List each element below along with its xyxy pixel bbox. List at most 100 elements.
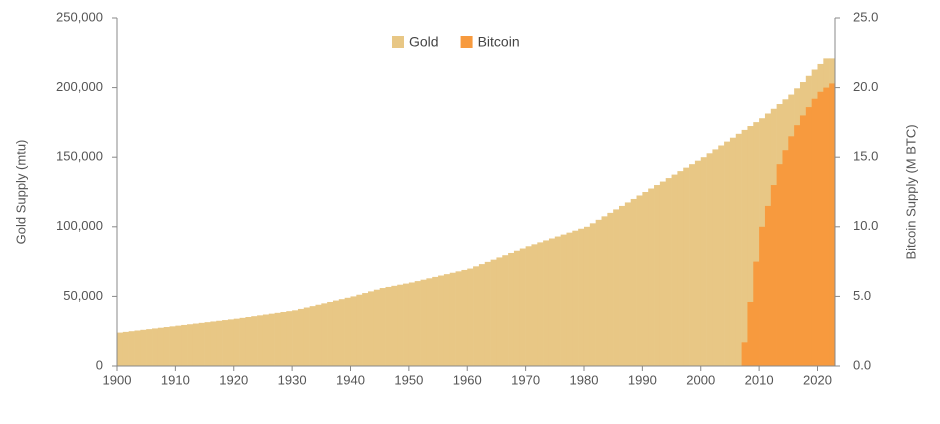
x-tick-label: 2000 [686,372,715,387]
bar [630,198,637,366]
bar [350,296,357,366]
bar [216,320,223,366]
bar [227,319,235,366]
x-tick-label: 1980 [570,372,599,387]
bar [438,275,445,366]
bar [677,171,684,366]
x-tick-label: 1900 [103,372,132,387]
x-tick-label: 1970 [511,372,540,387]
bar [729,137,737,366]
bar [747,126,754,367]
bar [484,261,491,366]
bar [385,286,392,366]
y-axis-label: Gold Supply (mtu) [13,140,28,245]
bar [811,98,818,367]
bar [496,257,503,366]
bar [589,223,596,366]
bar [286,311,293,366]
bar [759,226,766,366]
x-tick-label: 1930 [278,372,307,387]
bar [169,326,176,366]
bar [513,250,521,366]
bar [572,230,579,366]
bar [128,331,135,366]
bar [356,294,363,366]
bar [490,259,497,366]
x-tick-label: 2020 [803,372,832,387]
legend-swatch [460,36,473,48]
bar [157,327,164,366]
bar [403,283,410,366]
bar [187,324,194,366]
legend-swatch [392,36,404,48]
bar [683,167,690,366]
bar [204,322,211,366]
bar [689,164,696,366]
bar [152,328,159,366]
y2-tick-label: 25.0 [853,9,878,24]
bar [210,321,217,366]
bar [373,289,380,366]
y-tick-label: 200,000 [56,79,103,94]
bar [694,160,702,366]
bar [309,306,316,366]
bar [251,316,258,366]
bar [268,313,275,366]
bar [239,317,246,366]
bar [257,315,264,366]
bar [764,205,772,366]
bar [829,83,836,366]
bar [595,219,602,366]
bar [537,242,544,366]
bar [315,304,322,366]
bar [379,288,386,366]
bar [799,115,807,366]
bar [671,174,678,366]
bar [122,331,129,366]
x-tick-label: 1910 [161,372,190,387]
bar [163,327,170,366]
bar [432,276,439,366]
x-tick-label: 1960 [453,372,482,387]
bar [659,181,667,366]
bar [753,122,760,366]
bar [782,150,789,366]
bar [303,307,310,366]
x-tick-label: 1950 [394,372,423,387]
bar [502,255,509,366]
bar [607,212,614,366]
bar [554,236,561,366]
bar [420,279,427,366]
bar [408,282,416,366]
bar [443,274,451,366]
y2-tick-label: 5.0 [853,288,871,303]
x-tick-label: 1940 [336,372,365,387]
bar [467,268,474,366]
bar [297,308,305,366]
bar [601,216,608,366]
bar [344,297,351,366]
x-tick-label: 1990 [628,372,657,387]
bar [414,281,421,366]
y2-tick-label: 10.0 [853,218,878,233]
bar [292,310,299,366]
bar [636,195,643,366]
bar [274,312,281,366]
y2-axis-label: Bitcoin Supply (M BTC) [903,124,918,259]
bar [140,329,147,366]
bar [117,332,124,366]
y-tick-label: 100,000 [56,218,103,233]
bar [368,291,375,366]
legend-label: Bitcoin [478,34,520,50]
y-tick-label: 150,000 [56,149,103,164]
bar [724,141,731,366]
bar [525,246,532,366]
y-tick-label: 250,000 [56,9,103,24]
bar [741,342,748,366]
y-tick-label: 50,000 [63,288,103,303]
bar [776,164,783,366]
bar [181,324,188,366]
bar [805,107,812,366]
bar [735,133,742,366]
bar [712,149,719,366]
